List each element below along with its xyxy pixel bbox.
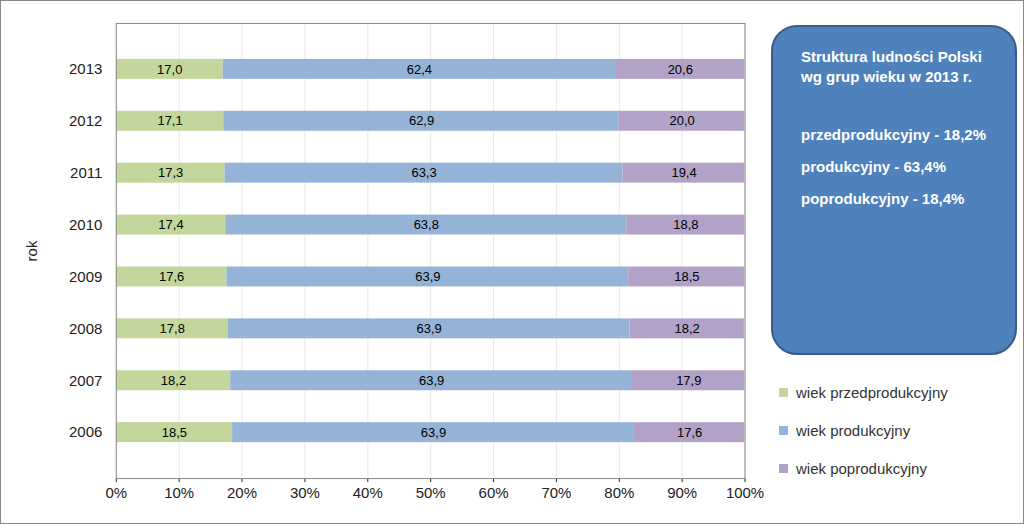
svg-text:17,3: 17,3 [158, 165, 183, 180]
html-text:wiek produkcyjny: wiek produkcyjny [796, 421, 911, 439]
svg-text:62,4: 62,4 [407, 62, 432, 77]
svg-text:17,8: 17,8 [160, 321, 185, 336]
svg-text:30%: 30% [290, 484, 320, 501]
svg-text:18,2: 18,2 [675, 321, 700, 336]
svg-text:18,5: 18,5 [162, 425, 187, 440]
svg-text:17,6: 17,6 [677, 425, 702, 440]
svg-text:20,0: 20,0 [670, 113, 695, 128]
svg-text:17,6: 17,6 [159, 269, 184, 284]
svg-text:80%: 80% [604, 484, 634, 501]
svg-text:2007: 2007 [69, 372, 102, 389]
svg-text:0%: 0% [105, 484, 127, 501]
svg-text:20,6: 20,6 [668, 62, 693, 77]
svg-text:18,8: 18,8 [673, 217, 698, 232]
svg-text:63,9: 63,9 [415, 269, 440, 284]
svg-text:10%: 10% [164, 484, 194, 501]
svg-text:19,4: 19,4 [671, 165, 696, 180]
html-text:Struktura ludności Polski wg g: Struktura ludności Polski wg grup wieku … [801, 48, 982, 85]
svg-text:18,5: 18,5 [674, 269, 699, 284]
html-text:poprodukcyjny - 18,4%: poprodukcyjny - 18,4% [801, 190, 965, 207]
svg-text:18,2: 18,2 [161, 373, 186, 388]
svg-text:2010: 2010 [69, 216, 102, 233]
svg-text:63,9: 63,9 [416, 321, 441, 336]
svg-text:70%: 70% [541, 484, 571, 501]
svg-text:63,9: 63,9 [419, 373, 444, 388]
svg-text:2008: 2008 [69, 320, 102, 337]
html-text:wiek przedprodukcyjny: wiek przedprodukcyjny [796, 383, 948, 401]
svg-text:2012: 2012 [69, 112, 102, 129]
svg-text:17,1: 17,1 [157, 113, 182, 128]
svg-text:63,3: 63,3 [411, 165, 436, 180]
svg-text:2011: 2011 [70, 164, 102, 181]
svg-text:90%: 90% [667, 484, 697, 501]
svg-text:2009: 2009 [69, 268, 102, 285]
svg-text:17,9: 17,9 [676, 373, 701, 388]
html-text:wiek poprodukcyjny: wiek poprodukcyjny [796, 459, 927, 477]
svg-text:63,9: 63,9 [421, 425, 446, 440]
svg-text:50%: 50% [416, 484, 446, 501]
svg-text:40%: 40% [353, 484, 383, 501]
svg-text:63,8: 63,8 [414, 217, 439, 232]
html-text:produkcyjny - 63,4%: produkcyjny - 63,4% [801, 158, 947, 175]
svg-text:2006: 2006 [69, 423, 102, 440]
svg-text:17,4: 17,4 [158, 217, 183, 232]
svg-text:20%: 20% [227, 484, 257, 501]
html-text:przedprodukcyjny - 18,2%: przedprodukcyjny - 18,2% [801, 126, 987, 143]
svg-text:100%: 100% [726, 484, 764, 501]
svg-text:62,9: 62,9 [409, 113, 434, 128]
svg-text:17,0: 17,0 [157, 62, 182, 77]
svg-text:60%: 60% [479, 484, 509, 501]
svg-text:rok: rok [23, 240, 40, 261]
svg-text:2013: 2013 [69, 60, 102, 77]
